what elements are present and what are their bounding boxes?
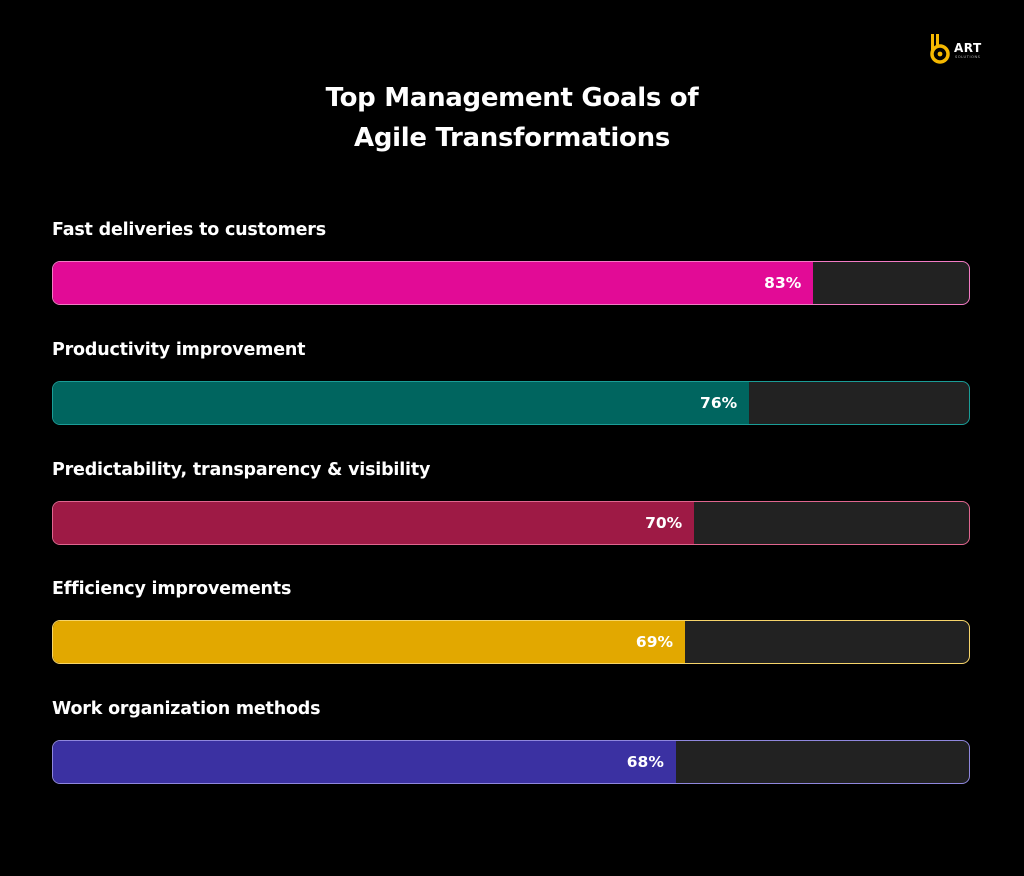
bar-track: 70%: [52, 500, 970, 545]
data-label: 69%: [635, 633, 674, 652]
category-label: Predictability, transparency & visibilit…: [52, 459, 431, 480]
category-label: Work organization methods: [52, 699, 321, 719]
bar: [53, 262, 814, 304]
chart-title-line-2: Agile Transformations: [354, 123, 670, 153]
logo-tagline: SOLUTIONS: [955, 55, 981, 59]
bar: [53, 381, 750, 424]
bar-track: 69%: [52, 620, 970, 665]
bar: [53, 501, 695, 544]
bar: [53, 621, 686, 664]
data-label: 70%: [645, 513, 683, 532]
data-label: 68%: [626, 753, 664, 771]
brand-logo: ART SOLUTIONS: [928, 34, 998, 66]
logo-mark-icon: [930, 34, 950, 64]
bar-track: 76%: [52, 380, 970, 425]
bar-track: 68%: [52, 740, 970, 784]
category-label: Productivity improvement: [52, 339, 306, 360]
category-label: Efficiency improvements: [52, 579, 292, 600]
category-label: Fast deliveries to customers: [52, 220, 326, 240]
bar: [53, 741, 676, 783]
logo-wordmark: ART: [954, 41, 982, 55]
data-label: 76%: [700, 393, 738, 412]
chart-title-line-1: Top Management Goals of: [325, 83, 699, 113]
bar-track: 83%: [52, 261, 970, 305]
data-label: 83%: [764, 274, 802, 292]
chart-title: Top Management Goals of Agile Transforma…: [0, 78, 1024, 158]
